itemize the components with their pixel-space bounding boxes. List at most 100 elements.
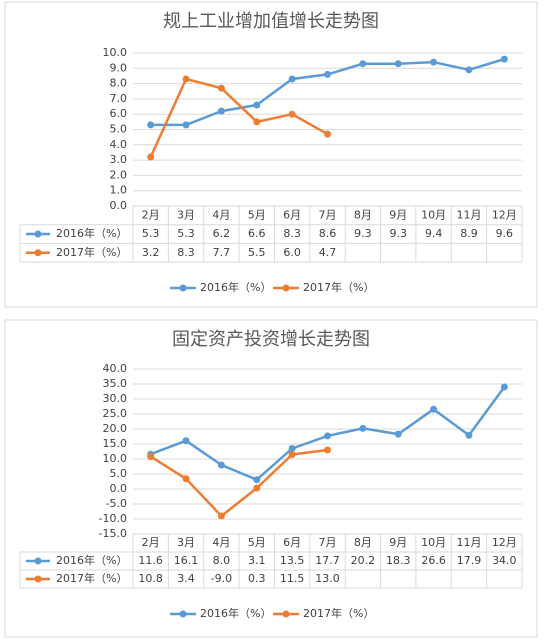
point xyxy=(147,453,155,461)
chart-title: 规上工业增加值增长走势图 xyxy=(163,11,379,32)
y-tick-label: -5.0 xyxy=(106,497,127,510)
table-value: 8.9 xyxy=(460,227,478,240)
table-series-name: 2017年（%） xyxy=(56,245,127,259)
point xyxy=(500,55,508,63)
table-series-name: 2017年（%） xyxy=(56,571,127,585)
y-tick-label: 7.0 xyxy=(110,92,128,105)
table-legend-marker xyxy=(34,557,42,565)
x-tick-label: 6月 xyxy=(283,536,301,549)
table-value: 34.0 xyxy=(492,554,517,567)
x-tick-label: 7月 xyxy=(319,536,337,549)
series-line xyxy=(149,77,329,158)
table-value: 3.4 xyxy=(177,572,195,585)
table-value: 10.8 xyxy=(138,572,163,585)
legend-label: 2016年（%） xyxy=(200,280,271,294)
y-tick-label: 8.0 xyxy=(110,77,128,90)
series-line xyxy=(150,448,328,518)
x-tick-label: 6月 xyxy=(283,208,301,221)
table-value: 16.1 xyxy=(174,554,199,567)
table-value: 20.2 xyxy=(351,554,376,567)
x-tick-label: 3月 xyxy=(177,536,195,549)
point xyxy=(253,118,261,126)
y-tick-label: 5.0 xyxy=(110,467,128,480)
table-value: 9.4 xyxy=(425,227,443,240)
y-tick-label: 0.0 xyxy=(110,199,128,212)
table-value: 3.2 xyxy=(142,246,160,259)
y-tick-label: 3.0 xyxy=(110,153,128,166)
table-value: -9.0 xyxy=(211,572,232,585)
x-tick-label: 9月 xyxy=(389,536,407,549)
table-value: 17.7 xyxy=(315,554,340,567)
y-tick-label: 40.0 xyxy=(103,362,128,375)
table-value: 5.5 xyxy=(248,246,266,259)
point xyxy=(288,451,296,458)
table-value: 13.5 xyxy=(280,554,305,567)
y-tick-label: 35.0 xyxy=(103,377,128,390)
x-tick-label: 9月 xyxy=(389,208,407,221)
table-value: 6.6 xyxy=(248,227,266,240)
y-tick-label: 2.0 xyxy=(110,168,128,181)
point xyxy=(324,446,331,454)
table-value: 9.3 xyxy=(389,227,407,240)
point xyxy=(147,121,155,129)
x-tick-label: 8月 xyxy=(354,208,372,221)
point xyxy=(359,424,367,432)
point xyxy=(394,430,402,438)
chart-frame xyxy=(4,319,538,638)
x-tick-label: 5月 xyxy=(248,208,266,221)
table-value: 8.6 xyxy=(319,227,337,240)
table-value: 8.3 xyxy=(177,246,195,259)
legend-marker xyxy=(282,284,290,292)
table-value: 18.3 xyxy=(386,554,411,567)
table-value: 9.3 xyxy=(354,227,372,240)
table-value: 8.3 xyxy=(283,227,301,240)
table-value: 26.6 xyxy=(421,554,446,567)
table-legend-marker xyxy=(34,230,42,238)
point xyxy=(182,75,190,83)
y-tick-label: -10.0 xyxy=(99,512,127,525)
y-tick-label: 30.0 xyxy=(103,392,128,405)
y-tick-label: 6.0 xyxy=(110,107,128,120)
point xyxy=(359,60,367,68)
table-value: 4.7 xyxy=(319,246,337,259)
table-legend-marker xyxy=(34,575,42,583)
table-value: 8.0 xyxy=(213,554,231,567)
table-value: 0.3 xyxy=(248,572,266,585)
y-tick-label: 10.0 xyxy=(103,452,128,465)
legend-marker xyxy=(179,610,187,618)
point xyxy=(288,110,296,118)
table-value: 7.7 xyxy=(213,246,231,259)
chart-frame xyxy=(4,1,538,308)
point xyxy=(217,84,225,92)
point xyxy=(217,461,225,469)
table-value: 17.9 xyxy=(457,554,482,567)
legend-label: 2017年（%） xyxy=(303,606,374,620)
point xyxy=(253,101,261,109)
table-value: 3.1 xyxy=(248,554,266,567)
table-value: 6.0 xyxy=(283,246,301,259)
x-tick-label: 8月 xyxy=(354,536,372,549)
legend-label: 2017年（%） xyxy=(303,280,374,294)
point xyxy=(465,431,473,439)
point xyxy=(217,512,225,520)
table-value: 9.6 xyxy=(496,227,514,240)
table-value: 13.0 xyxy=(315,572,340,585)
legend-label: 2016年（%） xyxy=(200,606,271,620)
y-tick-label: 9.0 xyxy=(110,61,128,74)
point xyxy=(394,60,402,68)
y-tick-label: 10.0 xyxy=(103,46,128,59)
point xyxy=(288,75,296,83)
point xyxy=(182,475,190,483)
x-tick-label: 12月 xyxy=(492,208,517,221)
y-tick-label: 4.0 xyxy=(110,138,128,151)
y-tick-label: 25.0 xyxy=(103,407,128,420)
x-tick-label: 4月 xyxy=(212,208,230,221)
point xyxy=(182,121,190,129)
point xyxy=(465,66,473,74)
point xyxy=(500,383,508,391)
point xyxy=(430,405,438,413)
table-value: 5.3 xyxy=(177,227,195,240)
x-tick-label: 2月 xyxy=(142,536,160,549)
x-tick-label: 7月 xyxy=(319,208,337,221)
